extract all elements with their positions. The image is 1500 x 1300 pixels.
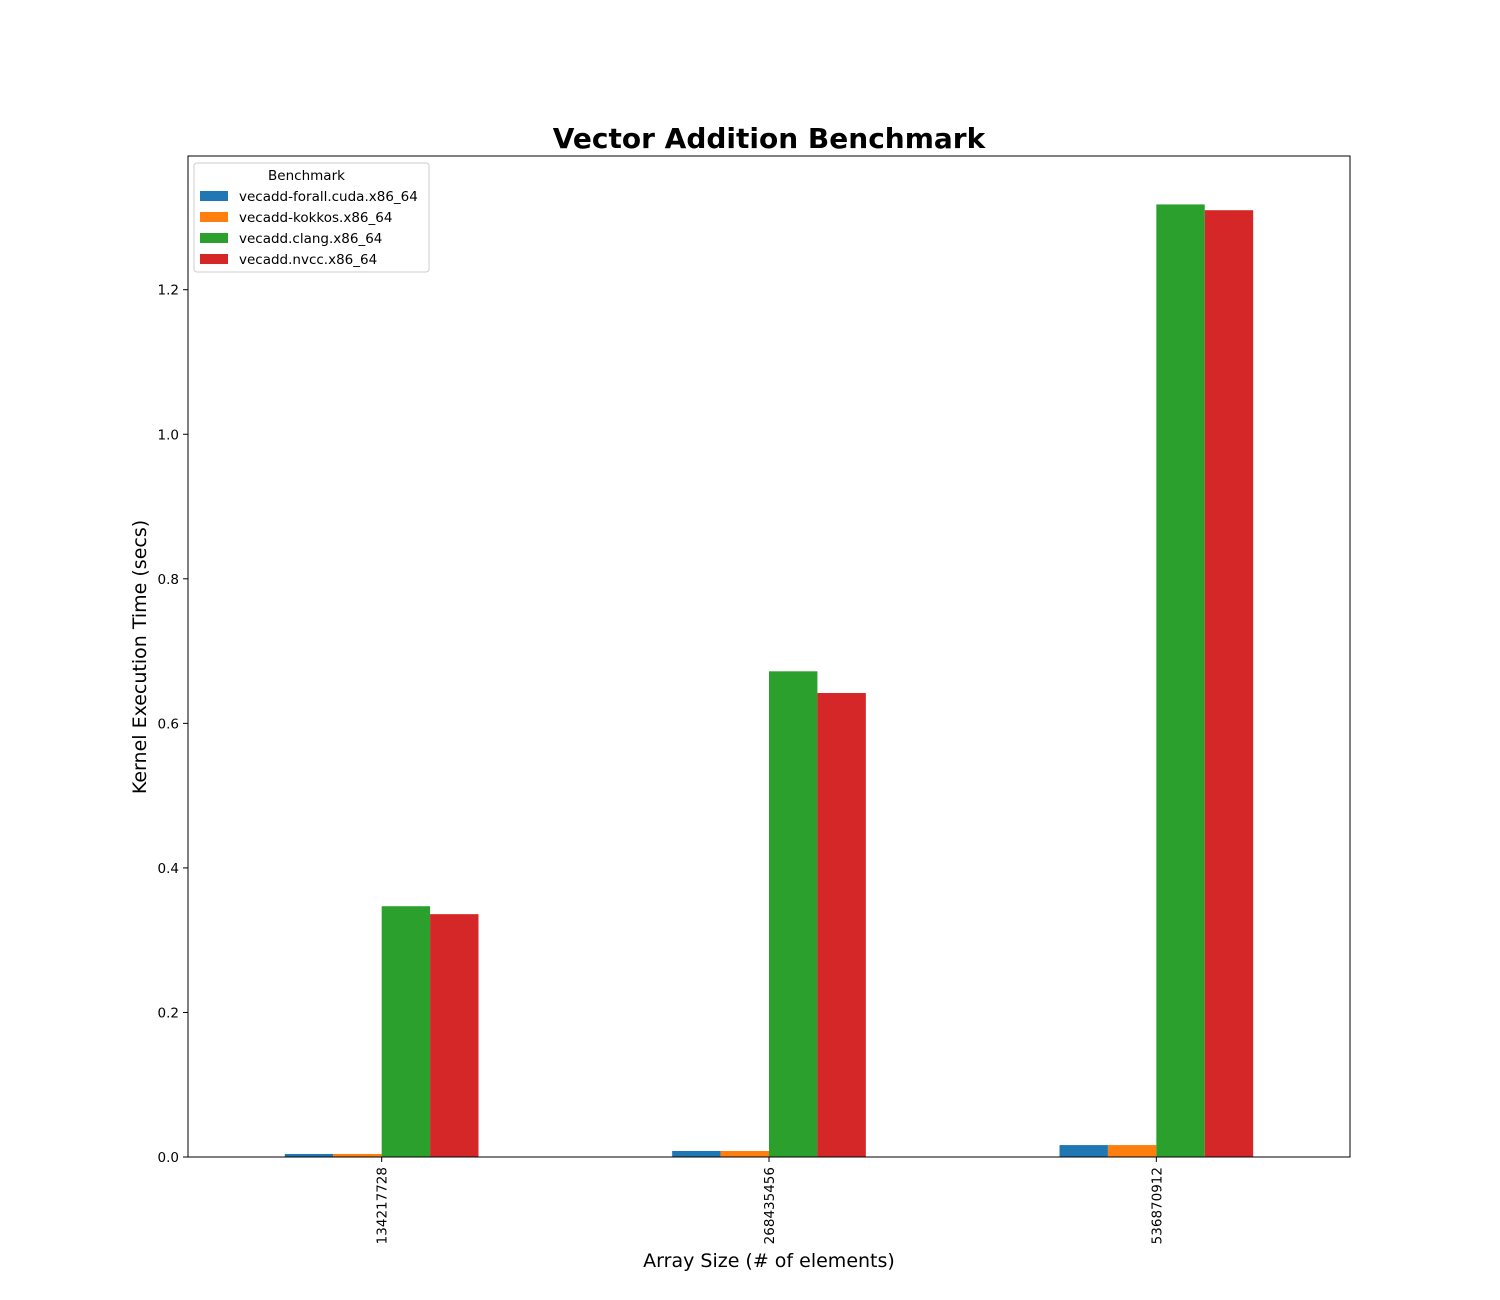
y-tick-label: 1.0 [158, 427, 179, 443]
x-tick-label: 134217728 [375, 1167, 391, 1244]
legend-swatch [200, 233, 228, 243]
legend-entry: vecadd.clang.x86_64 [239, 231, 382, 247]
bars-group [284, 204, 1254, 1158]
legend-entry: vecadd.nvcc.x86_64 [239, 252, 377, 268]
bar-2-2 [720, 1151, 769, 1157]
y-axis-label: Kernel Execution Time (secs) [129, 520, 151, 794]
y-axis: 0.0 0.2 0.4 0.6 0.8 1.0 1.2 [158, 283, 188, 1166]
y-tick-label: 0.6 [158, 716, 179, 732]
bar-4-2 [817, 693, 866, 1157]
bar-1-3 [1059, 1145, 1108, 1157]
legend-swatch [200, 212, 228, 222]
x-tick-label: 536870912 [1149, 1167, 1165, 1244]
bar-4-1 [430, 914, 479, 1157]
y-tick-label: 0.8 [158, 572, 179, 588]
bar-2-1 [333, 1153, 382, 1157]
y-tick-label: 0.4 [158, 861, 179, 877]
y-tick-label: 1.2 [158, 283, 179, 299]
legend-title: Benchmark [268, 168, 345, 184]
chart-title: Vector Addition Benchmark [553, 122, 987, 155]
legend-entry: vecadd-forall.cuda.x86_64 [239, 189, 418, 205]
x-axis: 134217728 268435456 536870912 [375, 1157, 1165, 1244]
bar-3-1 [381, 906, 431, 1157]
x-axis-label: Array Size (# of elements) [643, 1250, 895, 1272]
legend-swatch [200, 191, 228, 201]
x-tick-label: 268435456 [762, 1167, 778, 1244]
bar-1-1 [284, 1153, 334, 1157]
bar-2-3 [1107, 1145, 1157, 1157]
legend: Benchmark vecadd-forall.cuda.x86_64vecadd… [193, 162, 430, 273]
legend-swatch [200, 254, 228, 264]
legend-entry: vecadd-kokkos.x86_64 [239, 210, 392, 226]
y-tick-label: 0.0 [158, 1150, 179, 1166]
y-tick-label: 0.2 [158, 1005, 179, 1021]
bar-3-3 [1156, 204, 1205, 1158]
legend-box [193, 162, 430, 273]
bar-1-2 [672, 1151, 721, 1157]
bar-4-3 [1204, 210, 1254, 1157]
bar-3-2 [769, 671, 818, 1157]
